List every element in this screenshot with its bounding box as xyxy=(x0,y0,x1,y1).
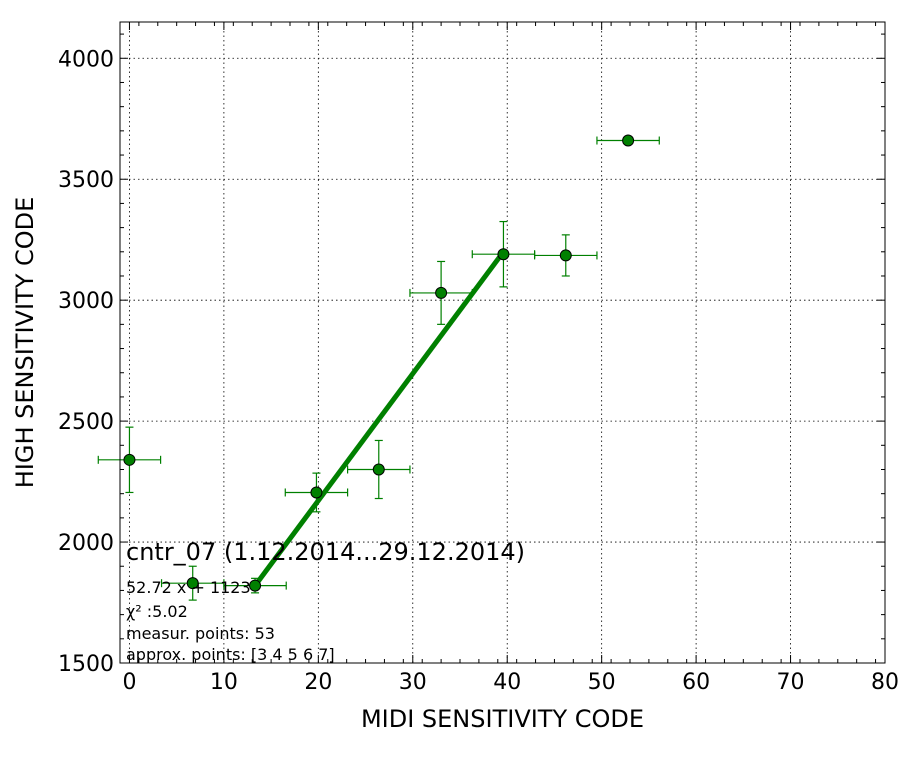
x-tick-label: 80 xyxy=(871,670,899,695)
fit-line xyxy=(253,250,506,588)
tick-labels: 0 10 20 30 40 50 60 70 80 1500 2000 2500 3000 3500 400… xyxy=(58,47,899,695)
data-point xyxy=(622,134,635,147)
ticks xyxy=(119,22,886,664)
y-tick-label: 1500 xyxy=(58,652,114,677)
data-point xyxy=(559,249,572,262)
annotation-title: cntr_07 (1.12.2014...29.12.2014) xyxy=(126,538,525,566)
y-tick-label: 3000 xyxy=(58,289,114,314)
y-axis-label: HIGH SENSITIVITY CODE xyxy=(11,197,39,489)
y-tick-label: 2500 xyxy=(58,410,114,435)
x-tick-label: 50 xyxy=(588,670,616,695)
y-tick-label: 3500 xyxy=(58,168,114,193)
data-point xyxy=(310,486,323,499)
fit-line-group xyxy=(253,250,506,588)
data-point xyxy=(497,248,510,261)
x-tick-label: 0 xyxy=(122,670,136,695)
data-point xyxy=(123,453,136,466)
annotation-approx-points: approx. points: [3 4 5 6 7] xyxy=(126,645,335,664)
x-tick-label: 30 xyxy=(399,670,427,695)
x-tick-label: 40 xyxy=(493,670,521,695)
markers xyxy=(123,134,635,592)
data-point xyxy=(186,577,199,590)
x-tick-label: 70 xyxy=(777,670,805,695)
plot-frame xyxy=(119,21,886,664)
data-point xyxy=(372,463,385,476)
x-tick-label: 20 xyxy=(304,670,332,695)
data-point xyxy=(435,286,448,299)
annotation-measur-points: measur. points: 53 xyxy=(126,624,275,643)
annotation-equation: 52.72 x + 1123 xyxy=(126,578,251,597)
x-tick-label: 60 xyxy=(682,670,710,695)
data-point xyxy=(249,579,262,592)
x-tick-label: 10 xyxy=(210,670,238,695)
y-tick-label: 4000 xyxy=(58,47,114,72)
y-tick-label: 2000 xyxy=(58,531,114,556)
annotation-chi2: χ² :5.02 xyxy=(126,602,188,621)
x-axis-label: MIDI SENSITIVITY CODE xyxy=(361,705,644,733)
